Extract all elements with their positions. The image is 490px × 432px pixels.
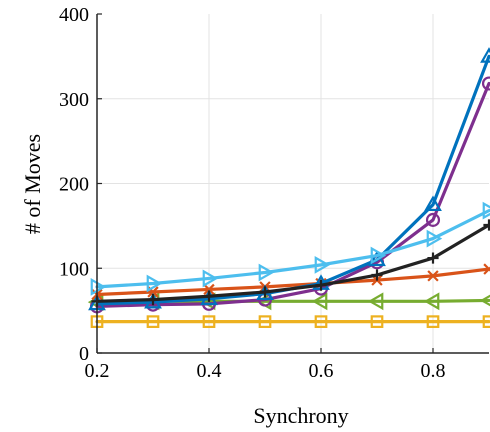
data-point-marker [367,292,384,311]
y-tick-label: 200 [59,174,89,196]
x-tick-label: 0.6 [309,360,334,382]
data-point-marker [203,290,215,302]
data-point-marker [425,212,441,227]
data-point-marker [315,279,327,291]
x-axis-label: Synchrony [253,403,348,428]
y-tick-label: 0 [79,343,89,365]
data-point-marker [426,229,443,248]
data-point-marker [482,315,490,328]
data-point-marker [259,286,271,298]
data-point-marker [258,263,275,282]
y-tick-label: 400 [59,4,89,26]
y-axis-label: # of Moves [20,134,45,234]
data-point-marker [311,292,328,311]
data-point-marker [426,315,440,328]
data-point-marker [371,269,383,281]
series-line [95,81,490,308]
data-point-marker [481,76,490,91]
series-layer [87,47,490,328]
data-point-marker [427,270,439,282]
data-point-marker [427,252,439,264]
data-point-marker [483,219,490,231]
x-tick-label: 0.2 [85,360,110,382]
data-point-marker [202,269,219,288]
axes [96,13,489,354]
y-tick-label: 300 [59,89,89,111]
series-7 [90,201,490,296]
tick-labels: 0.2 0.4 0.6 0.8 0 100 200 300 400 [59,4,446,382]
data-point-marker [203,283,215,296]
x-tick-label: 0.8 [421,360,446,382]
series-line [95,267,490,297]
data-point-marker [483,263,490,275]
data-point-marker [370,246,387,265]
data-point-marker [368,250,386,267]
data-point-marker [146,274,163,293]
series-line [95,209,490,289]
data-point-marker [147,294,159,306]
data-point-marker [424,195,442,212]
data-point-marker [258,315,272,328]
data-point-marker [314,255,331,274]
data-point-marker [314,315,328,328]
data-point-marker [146,315,160,328]
data-point-marker [480,47,490,63]
data-point-marker [90,277,107,296]
x-tick-label: 0.4 [197,360,222,382]
data-point-marker [423,292,440,311]
data-point-marker [479,294,490,307]
data-point-marker [370,315,384,328]
series-line [95,223,490,303]
y-tick-label: 100 [59,258,89,280]
data-point-marker [202,315,216,328]
